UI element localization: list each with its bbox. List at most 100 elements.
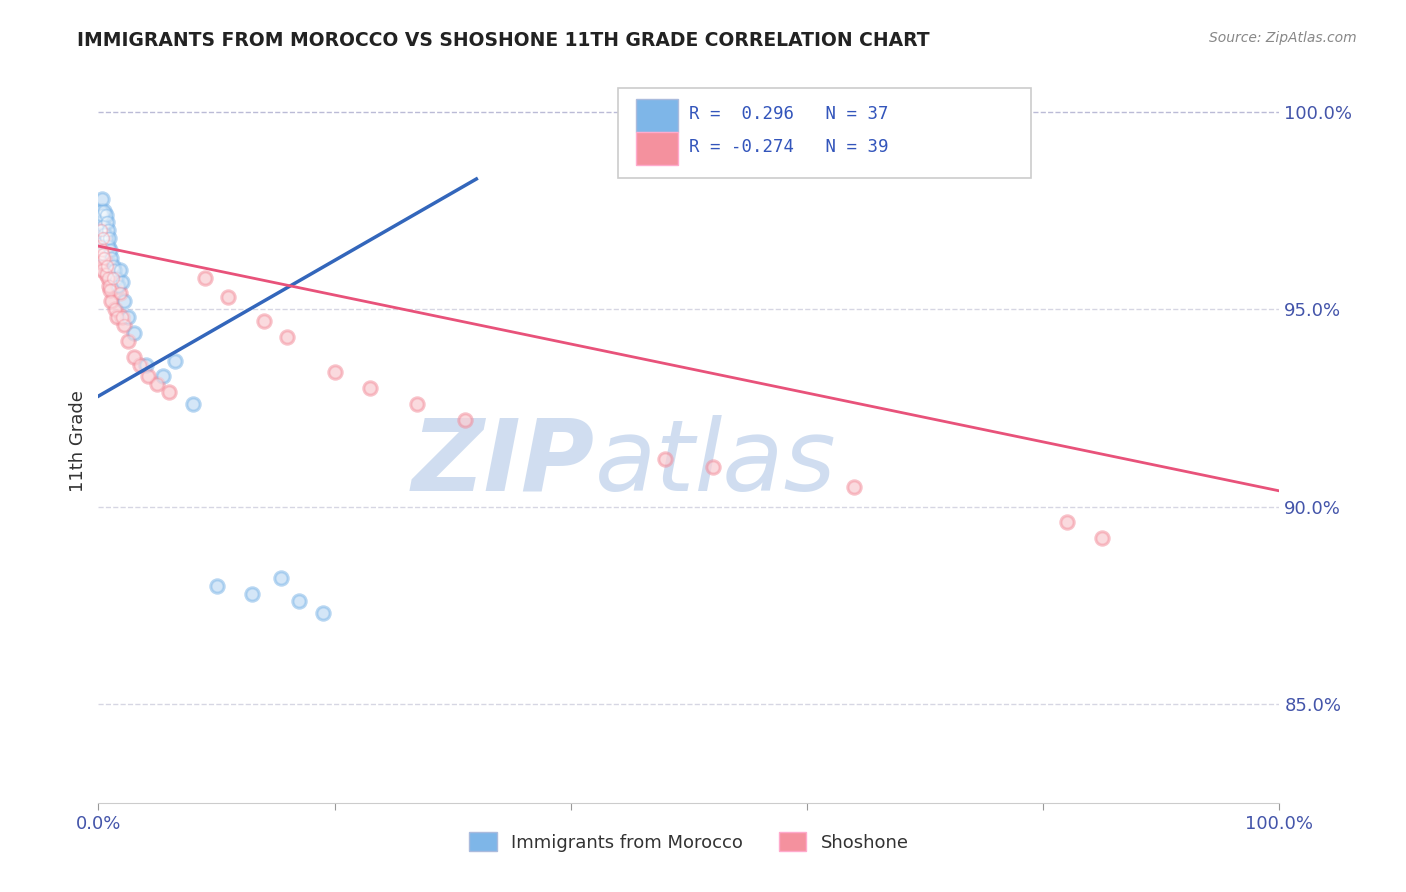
Point (98, 278, 121, 293)
Point (205, 579, 228, 593)
Text: Source: ZipAtlas.com: Source: ZipAtlas.com (1209, 31, 1357, 45)
Point (91, 243, 114, 257)
Point (157, 385, 180, 400)
Point (152, 369, 174, 384)
Point (94, 267, 117, 281)
Point (103, 262, 125, 277)
Point (98, 283, 121, 297)
Point (89, 247, 111, 261)
Point (107, 278, 129, 293)
Point (702, 460, 724, 475)
Point (111, 310, 134, 325)
Point (108, 286, 131, 301)
Point (91, 231, 114, 245)
Point (90, 223, 112, 237)
Point (98, 283, 121, 297)
Point (91, 219, 114, 234)
Point (94, 231, 117, 245)
Point (111, 275, 134, 289)
Point (359, 381, 381, 395)
Point (253, 314, 276, 328)
Point (117, 310, 139, 325)
Point (117, 310, 139, 325)
Point (89, 231, 111, 245)
Point (98, 278, 121, 293)
Point (90, 223, 112, 237)
Point (323, 366, 346, 380)
Point (94, 207, 117, 221)
Point (91, 207, 114, 221)
Point (91, 192, 114, 206)
Point (93, 203, 115, 218)
Point (91, 235, 114, 249)
Point (406, 397, 429, 411)
Point (276, 330, 298, 344)
Point (112, 294, 135, 309)
Point (702, 460, 724, 475)
Point (89, 215, 111, 229)
Point (1056, 516, 1078, 530)
Point (136, 369, 159, 384)
Point (288, 594, 311, 608)
Point (117, 334, 139, 348)
Point (270, 571, 292, 585)
Text: ZIP: ZIP (412, 415, 595, 512)
Text: R =  0.296   N = 37: R = 0.296 N = 37 (689, 105, 889, 123)
Point (93, 227, 115, 242)
Point (89, 239, 111, 253)
Point (108, 286, 131, 301)
Point (101, 270, 124, 285)
Point (94, 267, 117, 281)
Point (312, 607, 335, 621)
Y-axis label: 11th Grade: 11th Grade (69, 391, 87, 492)
Point (100, 294, 122, 309)
Legend: Immigrants from Morocco, Shoshone: Immigrants from Morocco, Shoshone (463, 825, 915, 859)
Point (105, 270, 128, 285)
Point (122, 326, 145, 340)
Point (122, 350, 145, 364)
Point (89, 239, 111, 253)
Point (90, 255, 112, 269)
Point (93, 251, 115, 265)
Point (96, 215, 118, 229)
Point (93, 203, 115, 218)
Point (108, 262, 131, 277)
Point (100, 251, 122, 265)
Point (101, 270, 124, 285)
Point (217, 290, 239, 304)
Point (97, 223, 120, 237)
Point (101, 259, 124, 273)
Point (91, 262, 114, 277)
Point (205, 579, 228, 593)
Point (1091, 531, 1114, 545)
Point (152, 369, 174, 384)
Point (105, 270, 128, 285)
Point (194, 270, 217, 285)
FancyBboxPatch shape (619, 87, 1032, 178)
Point (654, 452, 676, 467)
FancyBboxPatch shape (636, 132, 678, 165)
Point (323, 366, 346, 380)
Point (181, 397, 204, 411)
Point (98, 243, 121, 257)
Point (112, 318, 135, 332)
Point (122, 350, 145, 364)
Point (89, 247, 111, 261)
Point (97, 270, 120, 285)
Point (91, 247, 114, 261)
Point (112, 294, 135, 309)
Point (94, 207, 117, 221)
Point (111, 310, 134, 325)
Point (91, 262, 114, 277)
Point (101, 259, 124, 273)
Point (217, 290, 239, 304)
Point (94, 231, 117, 245)
Point (90, 223, 112, 237)
Point (240, 586, 263, 600)
Point (91, 207, 114, 221)
Point (97, 270, 120, 285)
Point (240, 586, 263, 600)
Text: R = -0.274   N = 39: R = -0.274 N = 39 (689, 138, 889, 156)
Point (97, 223, 120, 237)
Point (91, 247, 114, 261)
